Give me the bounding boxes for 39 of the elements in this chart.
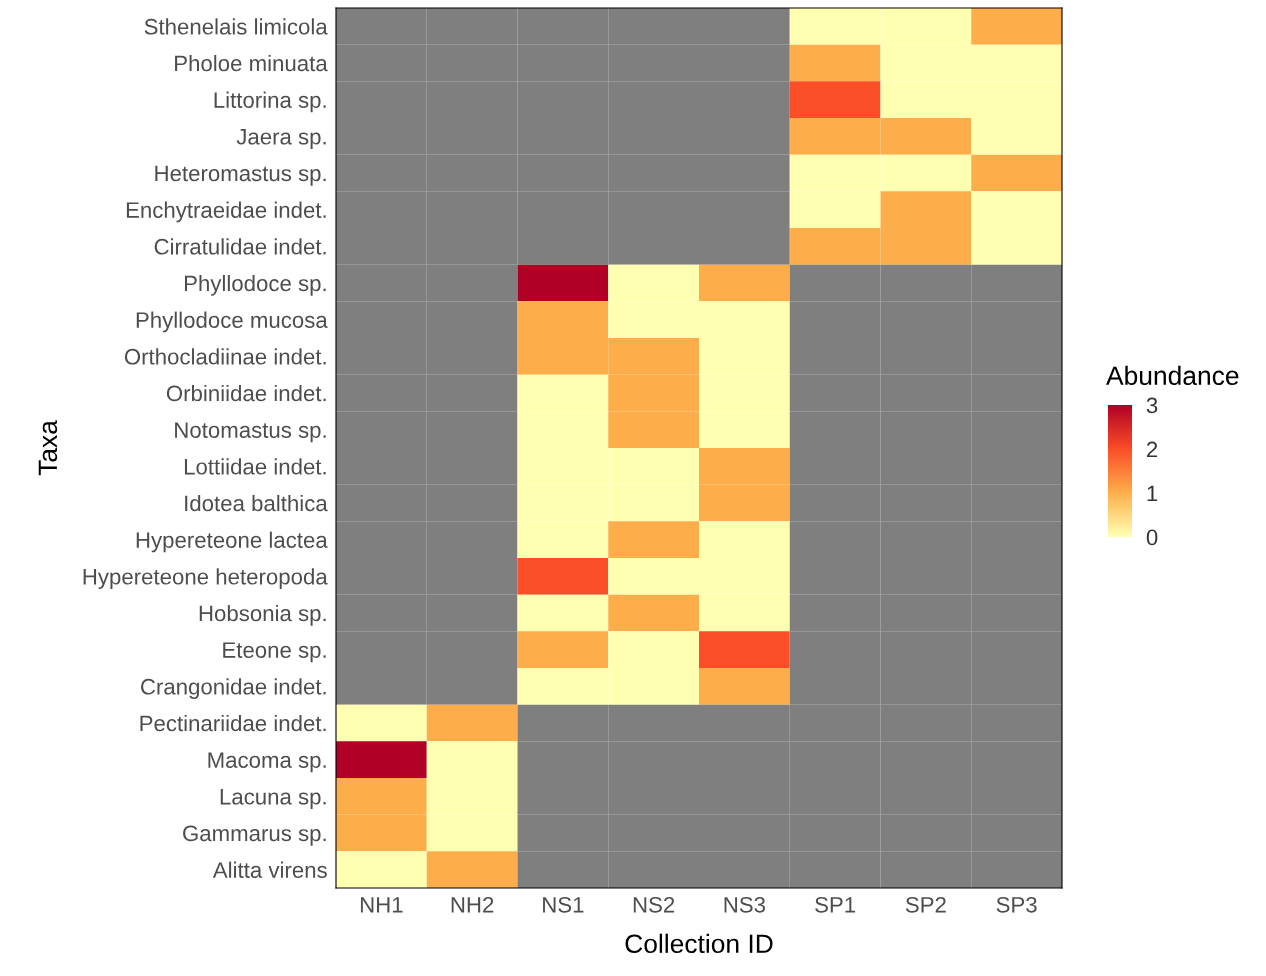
y-tick-label: Gammarus sp. xyxy=(183,825,326,846)
y-tick-label: Sthenelais limicola xyxy=(144,18,328,35)
y-tick-label: Orthocladiinae indet. xyxy=(124,348,326,365)
x-tick-label: NS3 xyxy=(724,896,766,913)
y-tick-label: Eteone sp. xyxy=(223,642,326,663)
y-tick-label: Lacuna sp. xyxy=(220,789,326,809)
y-tick-label: Hypereteone heteropoda xyxy=(83,568,328,589)
y-axis-title: Taxa xyxy=(38,420,58,476)
x-tick-label: SP2 xyxy=(905,896,946,913)
y-tick-label: Macoma sp. xyxy=(208,752,326,773)
x-tick-label: NS1 xyxy=(543,896,584,913)
y-tick-label: Notomastus sp. xyxy=(175,422,326,443)
color-bar-label: 3 xyxy=(1146,397,1158,414)
y-tick-label: Orbiniidae indet. xyxy=(166,384,326,402)
y-tick-label: Idotea balthica xyxy=(185,494,328,512)
y-tick-label: Heteromastus sp. xyxy=(155,165,326,186)
y-tick-label: Lottiidae indet. xyxy=(184,458,326,475)
y-tick-label: Hypereteone lactea xyxy=(136,531,328,553)
x-tick-label: NH1 xyxy=(360,897,403,913)
y-tick-label: Cirratulidae indet. xyxy=(154,238,326,255)
y-tick-label: Littorina sp. xyxy=(214,91,326,113)
color-bar-title: Abundance xyxy=(1106,365,1239,386)
y-tick-label: Hobsonia sp. xyxy=(199,604,326,626)
y-tick-label: Phyllodoce sp. xyxy=(184,274,326,296)
y-tick-label: Jaera sp. xyxy=(236,129,326,149)
y-tick-label: Enchytraeidae indet. xyxy=(126,201,326,223)
x-tick-label: SP3 xyxy=(996,896,1037,913)
y-tick-label: Crangonidae indet. xyxy=(141,678,326,699)
y-tick-label: Pectinariidae indet. xyxy=(140,714,326,732)
color-bar-label: 2 xyxy=(1147,441,1158,458)
y-tick-label: Pholoe minuata xyxy=(175,54,328,72)
color-bar-label: 0 xyxy=(1146,529,1158,546)
x-tick-label: SP1 xyxy=(815,896,856,913)
x-tick-label: NH2 xyxy=(451,896,494,913)
x-axis-title: Collection ID xyxy=(625,933,773,954)
x-tick-label: NS2 xyxy=(633,896,675,913)
color-bar-label: 1 xyxy=(1147,485,1158,502)
y-tick-label: Phyllodoce mucosa xyxy=(136,311,328,333)
y-tick-label: Alitta virens xyxy=(212,861,327,878)
